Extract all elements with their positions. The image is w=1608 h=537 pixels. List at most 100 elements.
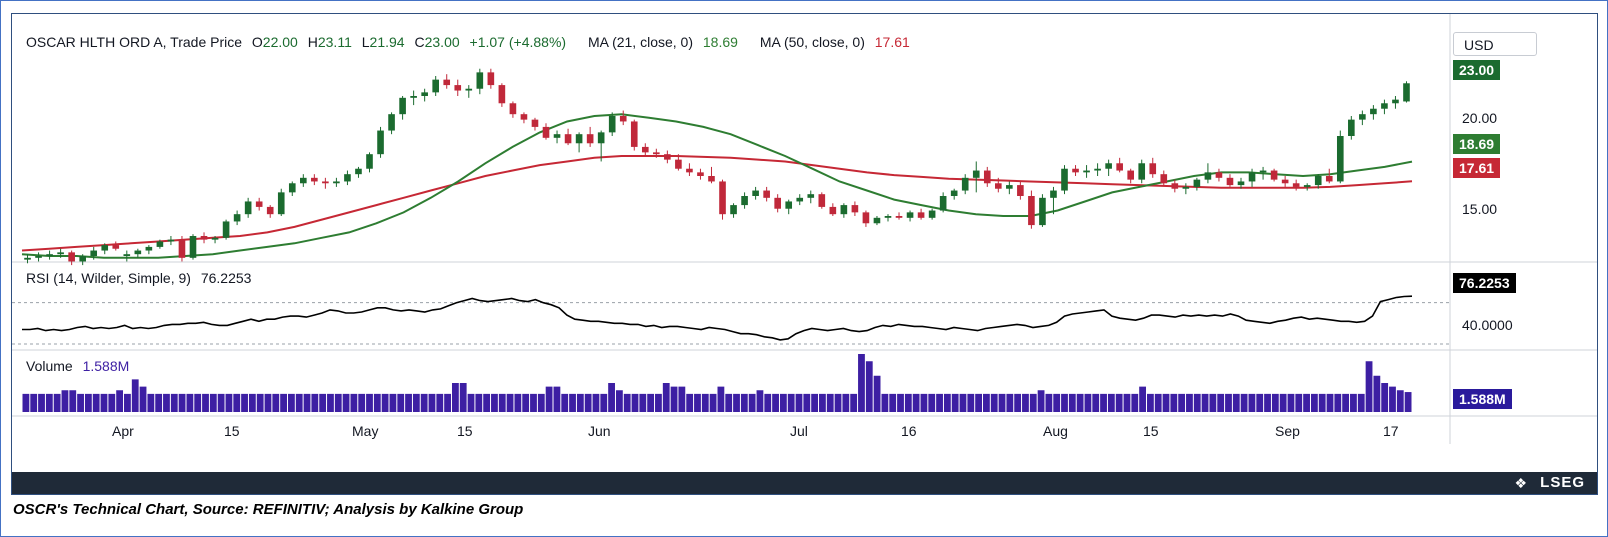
x-tick-label: Aug [1043, 423, 1068, 439]
candle [619, 110, 627, 126]
volume-bar [1061, 393, 1068, 412]
candle [1270, 168, 1278, 182]
ma21-badge: 18.69 [1453, 134, 1501, 154]
rsi-header: RSI (14, Wilder, Simple, 9) 76.2253 [26, 270, 251, 286]
volume-bar [1334, 393, 1342, 412]
volume-bar [975, 393, 983, 412]
volume-bar [350, 393, 358, 412]
candle [134, 248, 142, 258]
low-value: 21.94 [369, 34, 405, 50]
brand-logo: LSEG [1540, 474, 1585, 491]
volume-bar [998, 393, 1006, 412]
candle-body [1248, 172, 1256, 182]
price-tick-15: 15.00 [1462, 201, 1498, 217]
volume-bar [608, 383, 615, 412]
x-tick-label: 15 [1143, 423, 1159, 439]
candle [1017, 181, 1024, 200]
candle-body [487, 72, 495, 86]
lseg-logo-icon: ❖ [1514, 475, 1527, 491]
candle-body [597, 132, 605, 144]
volume-bar [69, 390, 77, 412]
candle-body [774, 197, 781, 209]
volume-bar [178, 393, 186, 412]
candle [333, 177, 340, 187]
volume-bar [92, 393, 100, 412]
candle [1193, 177, 1201, 191]
volume-bar [584, 393, 592, 412]
candle [189, 234, 197, 260]
volume-bar [1146, 393, 1154, 412]
candle [222, 219, 230, 240]
volume-layer [22, 354, 1412, 412]
candle-body [1061, 168, 1068, 191]
candle [719, 179, 726, 220]
candle-body [630, 121, 638, 147]
candle [1348, 116, 1355, 140]
candle [123, 250, 131, 262]
volume-bar [1225, 393, 1232, 412]
volume-bar [288, 393, 295, 412]
candle [586, 126, 594, 147]
candle [884, 214, 892, 222]
candle-body [807, 194, 815, 198]
candle-body [68, 252, 75, 262]
volume-bar [1162, 393, 1170, 412]
volume-bar [61, 390, 69, 412]
volume-bar [920, 393, 928, 412]
volume-bar [420, 393, 428, 412]
volume-bar [592, 393, 600, 412]
candle-body [35, 256, 42, 258]
volume-bar [186, 393, 194, 412]
candle-body [1204, 172, 1212, 180]
candle-body [399, 97, 406, 115]
candle [344, 170, 351, 186]
candle-body [564, 134, 572, 144]
volume-bar [163, 393, 170, 412]
candle [57, 248, 64, 258]
volume-bar [1271, 393, 1279, 412]
candle [1370, 105, 1377, 120]
candle [1281, 176, 1289, 187]
currency-selector[interactable]: USD [1453, 32, 1537, 56]
candle [443, 74, 451, 89]
volume-bar [241, 393, 248, 412]
candle-body [189, 236, 197, 258]
volume-bar [38, 393, 45, 412]
candle-body [862, 212, 870, 224]
candle [520, 112, 528, 124]
candle-body [79, 256, 86, 262]
figure-caption: OSCR's Technical Chart, Source: REFINITI… [13, 501, 524, 518]
candle-body [1028, 196, 1035, 226]
close-label: C [414, 34, 425, 50]
instrument-name: OSCAR HLTH ORD A, Trade Price [26, 34, 243, 50]
candle [763, 186, 770, 202]
candle-body [134, 250, 142, 255]
volume-bar [53, 393, 61, 412]
candle-body [619, 116, 627, 122]
volume-bar [116, 390, 124, 412]
ma21-label: MA (21, close, 0) [587, 34, 693, 50]
volume-bar [1006, 393, 1014, 412]
candle [697, 168, 704, 180]
candle [708, 166, 715, 184]
x-tick-label: 15 [224, 423, 240, 439]
volume-bar [475, 393, 483, 412]
footer-bar: ❖ LSEG [12, 472, 1597, 494]
candle-body [355, 168, 362, 175]
volume-bar [1357, 393, 1365, 412]
candle [829, 203, 837, 216]
ma50-label: MA (50, close, 0) [759, 34, 865, 50]
candle-body [454, 85, 462, 91]
volume-bar [873, 375, 881, 412]
candle-body [1336, 136, 1344, 182]
volume-bar [397, 393, 405, 412]
candle-body [818, 194, 826, 207]
candle [465, 85, 473, 98]
volume-bar [1217, 393, 1225, 412]
chart-panel: Apr 15 May 15 Jun Jul 16 Aug 15 Sep 17 OSCAR HLTH … [11, 13, 1598, 495]
candle-body [333, 181, 340, 184]
volume-bar [951, 393, 959, 412]
candle-body [575, 134, 583, 144]
volume-bar [342, 393, 350, 412]
candle [1403, 81, 1410, 103]
